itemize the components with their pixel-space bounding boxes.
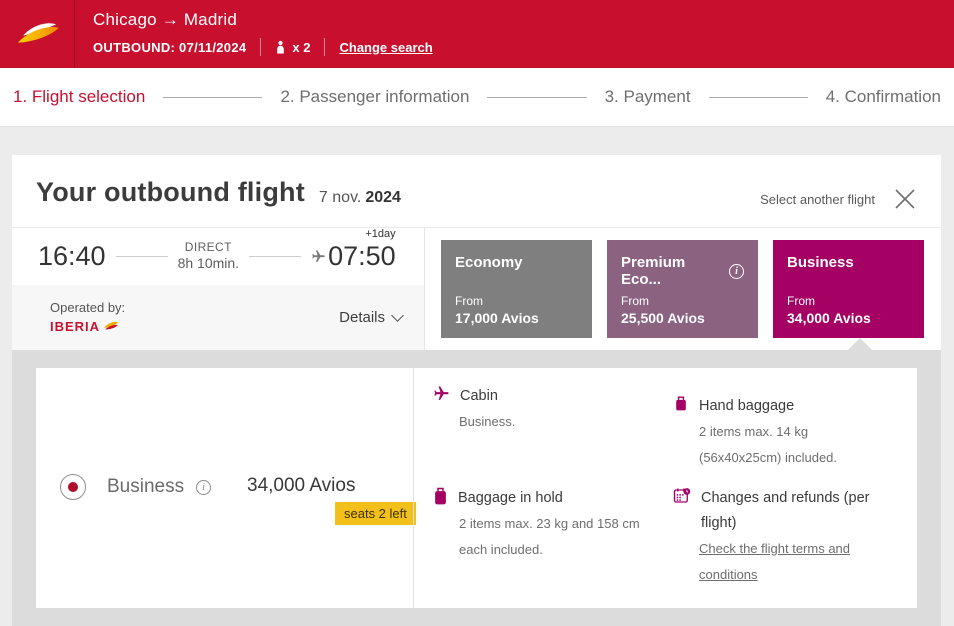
fare-price: 17,000 Avios [455, 310, 539, 326]
radio-selected-dot [68, 482, 78, 492]
feature-text-line: 2 items max. 14 kg [699, 424, 809, 439]
flight-duration-block: DIRECT 8h 10min. [178, 240, 239, 273]
business-fare-radio[interactable] [60, 474, 86, 500]
step-confirmation: 4. Confirmation [825, 87, 941, 106]
operated-by-row: Operated by: IBERIA Details [12, 285, 425, 350]
details-label: Details [339, 309, 385, 326]
feature-changes-refunds: Changes and refunds (per flight) Check t… [673, 486, 913, 588]
direct-label: DIRECT [184, 240, 232, 255]
passenger-count-label: x 2 [292, 39, 311, 55]
step-connector [163, 96, 263, 98]
feature-cabin: Cabin Business. [433, 384, 673, 435]
fare-name: Business [787, 254, 854, 271]
fare-card-premium-economy[interactable]: Premium Eco... From 25,500 Avios [607, 240, 758, 338]
chevron-down-icon [391, 309, 404, 322]
flight-date-day: 7 nov. [318, 189, 362, 206]
meta-divider [260, 38, 262, 56]
flight-times-row: 16:40 DIRECT 8h 10min. +1day 07:50 [12, 228, 425, 285]
fare-card-business[interactable]: Business From 34,000 Avios [773, 240, 924, 338]
fare-details-section: Business 34,000 Avios seats 2 left Cabin… [12, 350, 941, 626]
departure-time: 16:40 [38, 241, 106, 271]
fare-family-cards: Economy From 17,000 Avios Premium Eco...… [441, 240, 924, 338]
close-icon[interactable] [891, 185, 919, 213]
info-icon[interactable] [729, 263, 744, 279]
hold-baggage-icon [435, 487, 446, 505]
feature-text-line: (56x40x25cm) included. [699, 450, 838, 465]
calendar-refund-icon [673, 488, 691, 503]
header-divider [74, 0, 75, 68]
segment-line [115, 256, 168, 257]
outbound-flight-card: Your outbound flight 7 nov. 2024 Select a… [12, 155, 941, 350]
feature-title: Changes and refunds (per flight) [701, 490, 870, 531]
fare-name: Premium Eco... [621, 254, 686, 288]
feature-title: Hand baggage [699, 398, 795, 414]
flight-terms-link[interactable]: Check the flight terms and conditions [699, 541, 851, 582]
arrival-block: +1day 07:50 [328, 228, 396, 272]
feature-hold-baggage: Baggage in hold 2 items max. 23 kg and 1… [433, 486, 673, 563]
feature-text-line: 2 items max. 23 kg and 158 cm [459, 516, 640, 531]
page-title: Your outbound flight [36, 177, 305, 207]
feature-title: Cabin [460, 388, 498, 404]
segment-line [249, 256, 302, 257]
fare-name: Economy [455, 254, 523, 271]
change-search-link[interactable]: Change search [339, 39, 433, 55]
select-another-flight-link[interactable]: Select another flight [760, 191, 875, 207]
booking-progress-steps: 1. Flight selection 2. Passenger informa… [0, 68, 954, 127]
duration-label: 8h 10min. [177, 255, 240, 272]
meta-divider [324, 38, 326, 56]
step-passenger-information: 2. Passenger information [280, 87, 470, 106]
passenger-count: x 2 [275, 40, 310, 55]
fare-details-panel: Business 34,000 Avios seats 2 left Cabin… [36, 368, 917, 608]
passenger-icon [277, 40, 285, 53]
fare-price: 25,500 Avios [621, 310, 705, 326]
selected-fare-price: 34,000 Avios [247, 475, 356, 496]
outbound-date-label: OUTBOUND: 07/11/2024 [93, 39, 247, 55]
flight-date-year: 2024 [365, 189, 401, 206]
plus-one-day-label: +1day [365, 228, 396, 240]
flight-date: 7 nov. 2024 [319, 189, 401, 207]
feature-text: Business. [459, 414, 516, 429]
plane-icon [434, 386, 449, 400]
seats-left-badge: seats 2 left [335, 502, 416, 525]
fare-from-label: From [621, 294, 649, 308]
top-bar: Chicago → Madrid OUTBOUND: 07/11/2024 x … [0, 0, 954, 68]
carrier-name: IBERIA [50, 318, 101, 334]
feature-text-line: each included. [459, 542, 543, 557]
arrival-time: 07:50 [328, 241, 396, 271]
panel-divider [413, 368, 414, 608]
trip-summary: Chicago → Madrid OUTBOUND: 07/11/2024 x … [75, 0, 433, 68]
iberia-swoosh-icon [17, 23, 59, 43]
feature-title: Baggage in hold [458, 490, 563, 506]
info-icon[interactable] [196, 480, 211, 495]
fare-card-economy[interactable]: Economy From 17,000 Avios [441, 240, 592, 338]
step-connector [487, 96, 587, 98]
fare-from-label: From [455, 294, 483, 308]
fare-from-label: From [787, 294, 815, 308]
iberia-mini-swoosh-icon [104, 322, 118, 330]
hand-baggage-icon [676, 396, 686, 411]
fare-price: 34,000 Avios [787, 310, 871, 326]
feature-hand-baggage: Hand baggage 2 items max. 14 kg (56x40x2… [673, 394, 913, 471]
route-title: Chicago → Madrid [93, 10, 237, 29]
selected-fare-name: Business [107, 476, 185, 497]
operated-by-label: Operated by: [50, 300, 126, 316]
step-connector [708, 96, 808, 98]
selected-fare-caret [848, 338, 872, 350]
step-payment: 3. Payment [604, 87, 691, 106]
iberia-carrier-logo: IBERIA [50, 319, 120, 334]
details-toggle[interactable]: Details [339, 309, 404, 326]
iberia-logo[interactable] [0, 0, 74, 68]
plane-icon [312, 250, 325, 263]
step-flight-selection: 1. Flight selection [13, 87, 146, 106]
